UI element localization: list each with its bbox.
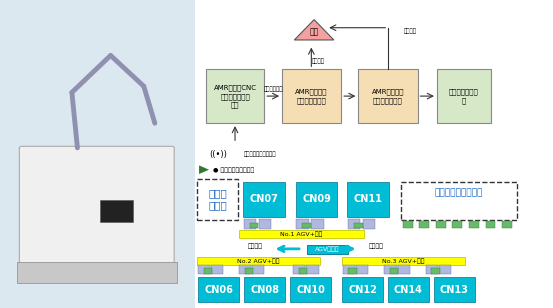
Bar: [348, 268, 357, 274]
Text: 收料檢驗: 收料檢驗: [368, 243, 384, 249]
Bar: [469, 221, 479, 228]
FancyBboxPatch shape: [307, 245, 348, 254]
FancyBboxPatch shape: [358, 69, 418, 123]
FancyBboxPatch shape: [437, 69, 491, 123]
Text: 生料告空: 生料告空: [404, 28, 417, 34]
Bar: [354, 223, 363, 228]
Bar: [244, 219, 256, 229]
Bar: [419, 221, 429, 228]
FancyBboxPatch shape: [282, 69, 341, 123]
Bar: [299, 268, 307, 274]
Bar: [306, 265, 319, 274]
FancyBboxPatch shape: [244, 277, 285, 302]
FancyBboxPatch shape: [243, 182, 285, 217]
Text: CN09: CN09: [302, 194, 331, 205]
Text: No.2 AGV+手臂: No.2 AGV+手臂: [237, 259, 279, 264]
FancyBboxPatch shape: [206, 69, 264, 123]
Text: CN10: CN10: [296, 285, 325, 295]
Bar: [197, 257, 320, 265]
FancyBboxPatch shape: [197, 179, 238, 220]
Bar: [436, 221, 446, 228]
Text: No.3 AGV+手臂: No.3 AGV+手臂: [382, 259, 424, 264]
Text: CN06: CN06: [204, 285, 233, 295]
Bar: [384, 265, 397, 274]
Bar: [204, 268, 212, 274]
Bar: [296, 219, 309, 229]
Bar: [390, 268, 398, 274]
Text: CN13: CN13: [440, 285, 469, 295]
FancyBboxPatch shape: [401, 182, 517, 220]
Text: AMR完成生料
（未加工）上料: AMR完成生料 （未加工）上料: [372, 89, 404, 104]
Text: 警報: 警報: [310, 27, 319, 36]
Bar: [348, 219, 360, 229]
Bar: [302, 223, 311, 228]
Text: CN12: CN12: [348, 285, 377, 295]
FancyBboxPatch shape: [198, 277, 239, 302]
Text: CN07: CN07: [249, 194, 279, 205]
Bar: [293, 265, 305, 274]
Bar: [259, 219, 271, 229]
Text: AMR移動到CNC
設備邊上並完成
定位: AMR移動到CNC 設備邊上並完成 定位: [214, 85, 257, 108]
Bar: [17, 262, 177, 283]
Bar: [342, 257, 465, 265]
Text: AGV拉料車: AGV拉料車: [315, 246, 340, 252]
Bar: [245, 268, 253, 274]
Bar: [239, 230, 364, 238]
Bar: [250, 223, 258, 228]
Text: CN08: CN08: [250, 285, 279, 295]
Bar: [252, 265, 264, 274]
Bar: [439, 265, 451, 274]
FancyBboxPatch shape: [342, 277, 383, 302]
FancyBboxPatch shape: [347, 182, 389, 217]
Polygon shape: [294, 20, 334, 40]
Text: 啟動設備進行加
工: 啟動設備進行加 工: [449, 89, 478, 104]
Text: 取料補料: 取料補料: [248, 243, 263, 249]
Bar: [398, 265, 410, 274]
Bar: [100, 200, 133, 222]
FancyBboxPatch shape: [434, 277, 475, 302]
Polygon shape: [199, 165, 209, 174]
Bar: [502, 221, 512, 228]
Text: 等待加工完成: 等待加工完成: [263, 86, 283, 92]
Bar: [198, 265, 210, 274]
Bar: [403, 221, 413, 228]
Text: 接到廠發加工完成訊號: 接到廠發加工完成訊號: [243, 151, 276, 157]
Text: ● 未來現場構念配置：: ● 未來現場構念配置：: [213, 167, 254, 172]
Text: CN14: CN14: [394, 285, 423, 295]
Text: ((•)): ((•)): [210, 149, 227, 159]
FancyBboxPatch shape: [290, 277, 331, 302]
Bar: [356, 265, 368, 274]
Text: 熟料告滿: 熟料告滿: [311, 59, 325, 64]
Text: No.1 AGV+手臂: No.1 AGV+手臂: [280, 232, 322, 237]
Bar: [211, 265, 223, 274]
Text: 半成品
擺放區: 半成品 擺放區: [208, 188, 227, 211]
FancyBboxPatch shape: [388, 277, 429, 302]
Bar: [363, 219, 375, 229]
FancyBboxPatch shape: [296, 182, 337, 217]
Bar: [426, 265, 438, 274]
Text: CN11: CN11: [353, 194, 383, 205]
Bar: [239, 265, 251, 274]
Bar: [311, 219, 324, 229]
FancyBboxPatch shape: [19, 146, 174, 273]
Text: 人員薄膜檢驗作業區: 人員薄膜檢驗作業區: [435, 188, 483, 197]
Bar: [431, 268, 440, 274]
Text: AMR完成熟料
（加工完）下料: AMR完成熟料 （加工完）下料: [295, 89, 328, 104]
Bar: [452, 221, 462, 228]
Bar: [486, 221, 495, 228]
Bar: [0, 0, 195, 308]
Bar: [343, 265, 355, 274]
